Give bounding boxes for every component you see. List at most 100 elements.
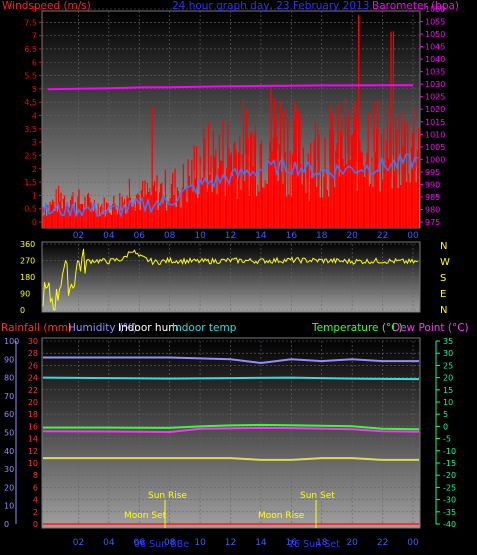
wind-tick-label: 7.5 <box>24 18 37 27</box>
sun-moon-events: Sun Rise Sun Set Moon Set Moon Rise 06 S… <box>124 491 340 550</box>
temp-tick-label: -40 <box>443 520 456 529</box>
wind-tick-label: 7 <box>32 32 37 41</box>
temp-tick-label: 0 <box>443 422 448 431</box>
humidity-tick-label: 60 <box>4 410 14 419</box>
rain-tick-label: 16 <box>28 422 38 431</box>
humidity-tick-label: 30 <box>4 465 14 474</box>
time-tick-label: 16 <box>286 231 298 241</box>
wind-tick-label: 6 <box>32 58 37 67</box>
sun-rise-event: Sun Rise <box>148 491 187 501</box>
wind-tick-label: 0.5 <box>24 205 37 214</box>
wind-tick-label: 5 <box>32 85 37 94</box>
bottom-time-tick-label: 18 <box>316 538 328 548</box>
barometer-tick-label: 975 <box>425 218 440 227</box>
bottom-time-tick-label: 08 <box>164 538 176 548</box>
time-tick-label: 08 <box>164 231 176 241</box>
time-tick-label: 10 <box>194 231 206 241</box>
wind-tick-label: 1 <box>32 191 37 200</box>
time-tick-label: 12 <box>225 231 236 241</box>
rain-tick-label: 12 <box>28 447 38 456</box>
barometer-tick-label: 1060 <box>425 5 445 14</box>
moon-set-event: Moon Set <box>124 511 167 521</box>
rain-tick-label: 4 <box>33 496 38 505</box>
barometer-tick-label: 1015 <box>425 118 445 127</box>
humidity-tick-label: 0 <box>4 520 9 529</box>
rain-tick-label: 26 <box>28 361 38 370</box>
compass-label: W <box>440 257 450 268</box>
humidity-tick-label: 20 <box>4 483 14 492</box>
barometer-tick-label: 1000 <box>425 155 445 164</box>
temp-tick-label: 15 <box>443 386 453 395</box>
rain-tick-label: 30 <box>28 337 38 346</box>
temp-tick-label: 30 <box>443 349 453 358</box>
wind-tick-label: 8 <box>32 5 37 14</box>
humidity-tick-label: 10 <box>4 502 14 511</box>
wind-tick-label: 0 <box>32 218 37 227</box>
barometer-tick-label: 980 <box>425 205 440 214</box>
wind-tick-label: 6.5 <box>24 45 37 54</box>
bottom-time-tick-label: 16 <box>286 538 298 548</box>
humidity-label: Humidity (%) <box>68 322 137 334</box>
rain-tick-label: 2 <box>33 508 38 517</box>
moon-rise-event: Moon Rise <box>258 511 305 521</box>
barometer-tick-label: 995 <box>425 168 440 177</box>
bottom-time-tick-label: 22 <box>377 538 388 548</box>
temp-tick-label: -5 <box>443 435 451 444</box>
humidity-tick-label: 70 <box>4 392 14 401</box>
direction-tick-label: 90 <box>20 290 30 299</box>
bottom-time-tick-label: 20 <box>346 538 358 548</box>
temperature-label: Temperature (°C) <box>311 322 403 334</box>
sun-bbe-event: 06 Sun BBe <box>134 539 189 550</box>
bottom-time-tick-label: 02 <box>73 538 84 548</box>
bottom-time-tick-label: 14 <box>255 538 267 548</box>
compass-label: E <box>440 289 446 300</box>
rain-tick-label: 14 <box>28 435 38 444</box>
temp-tick-label: 35 <box>443 337 453 346</box>
indoor-hum-line <box>43 457 419 461</box>
sun-set-event: Sun Set <box>300 491 335 501</box>
rain-tick-label: 20 <box>28 398 38 407</box>
compass-label: N <box>440 241 447 252</box>
barometer-tick-label: 1045 <box>425 43 445 52</box>
barometer-tick-label: 1030 <box>425 80 445 89</box>
wind-tick-label: 4 <box>32 112 37 121</box>
humidity-tick-label: 50 <box>4 429 14 438</box>
humidity-tick-label: 100 <box>4 337 19 346</box>
bottom-time-tick-label: 06 <box>134 538 146 548</box>
temp-tick-label: -30 <box>443 496 456 505</box>
windspeed-label: Windspeed (m/s) <box>2 0 91 12</box>
temp-panel-bg <box>41 337 421 529</box>
direction-tick-label: 180 <box>20 273 35 282</box>
wind-tick-label: 3.5 <box>24 125 37 134</box>
indoor-hum-label: Indoor hum <box>118 322 178 334</box>
time-tick-label: 02 <box>73 231 84 241</box>
humidity-line <box>43 356 419 365</box>
time-tick-label: 06 <box>134 231 146 241</box>
time-tick-label: 14 <box>255 231 267 241</box>
temp-tick-label: -35 <box>443 508 456 517</box>
barometer-tick-label: 1035 <box>425 68 445 77</box>
temp-tick-label: 10 <box>443 398 453 407</box>
dewpoint-label: Dew Point (°C) <box>392 322 469 334</box>
barometer-line <box>47 84 413 91</box>
temp-tick-label: -25 <box>443 483 456 492</box>
temp-tick-label: -15 <box>443 459 456 468</box>
indoor-temp-label: Indoor temp <box>172 322 237 334</box>
humidity-tick-label: 80 <box>4 374 14 383</box>
time-tick-label: 04 <box>103 231 115 241</box>
barometer-tick-label: 1005 <box>425 143 445 152</box>
sun-set-event-2: 16 Sun Set <box>288 539 340 550</box>
direction-tick-label: 360 <box>20 240 35 249</box>
temperature-c-line <box>43 423 420 431</box>
barometer-tick-label: 1010 <box>425 130 445 139</box>
compass-label: N <box>440 305 447 316</box>
bottom-time-tick-label: 12 <box>225 538 236 548</box>
wind-direction-line <box>42 248 419 311</box>
wind-tick-label: 3 <box>32 138 37 147</box>
rain-tick-label: 8 <box>33 471 38 480</box>
rain-tick-label: 24 <box>28 374 38 383</box>
temp-tick-label: -10 <box>443 447 456 456</box>
rain-tick-label: 0 <box>33 520 38 529</box>
barometer-tick-label: 1025 <box>425 93 445 102</box>
